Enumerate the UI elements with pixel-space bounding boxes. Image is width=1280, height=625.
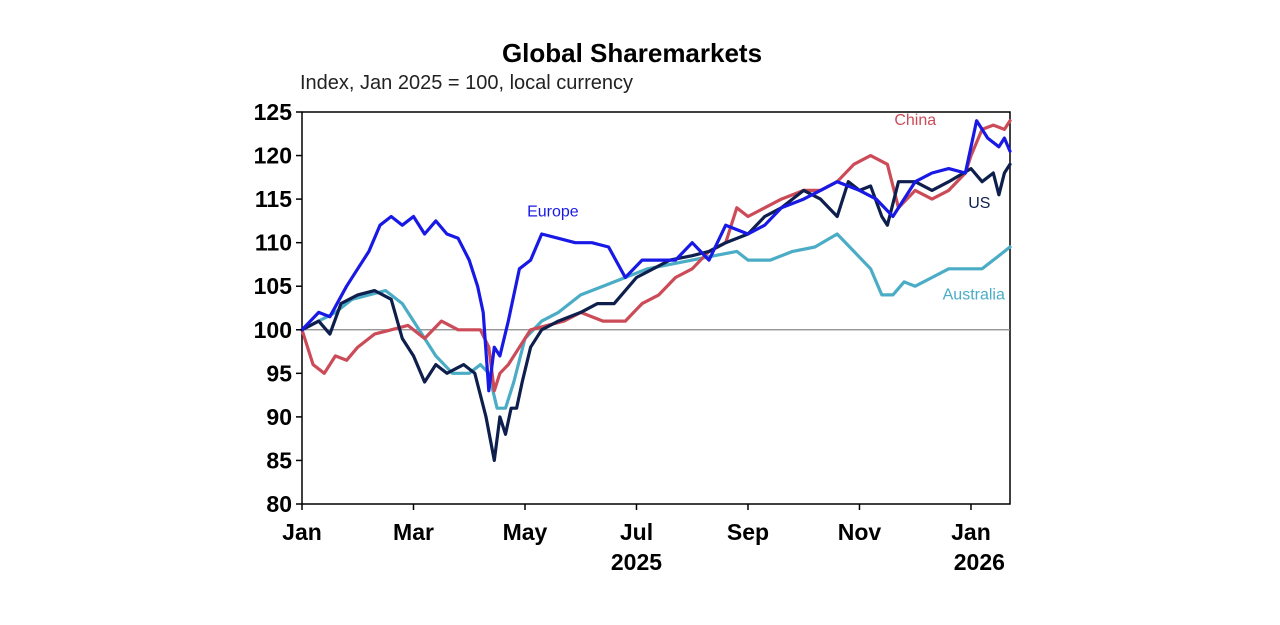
series-label-us: US xyxy=(968,195,990,212)
y-tick-label: 120 xyxy=(254,143,292,169)
year-label: 2026 xyxy=(954,549,1005,575)
x-tick-label: Sep xyxy=(727,519,769,545)
y-tick-label: 90 xyxy=(266,404,292,430)
y-tick-label: 105 xyxy=(254,273,293,299)
x-axis: Jan Mar May Jul Sep Nov Jan 2025 2026 xyxy=(282,504,1005,575)
x-tick-label: May xyxy=(503,519,548,545)
y-axis: 125 120 115 110 105 100 95 90 85 80 xyxy=(254,99,302,517)
x-tick-label: Nov xyxy=(838,519,882,545)
series-line-us xyxy=(300,162,1012,462)
y-tick-label: 95 xyxy=(266,360,292,386)
series-line-china xyxy=(300,119,1012,393)
x-tick-label: Jan xyxy=(282,519,322,545)
series-layer xyxy=(300,119,1012,462)
series-line-europe xyxy=(300,119,1012,393)
plot-area-frame xyxy=(301,111,1011,505)
series-line-australia xyxy=(300,232,1012,410)
y-tick-label: 85 xyxy=(266,447,292,473)
series-label-europe: Europe xyxy=(527,204,579,221)
x-tick-label: Mar xyxy=(393,519,434,545)
y-tick-label: 100 xyxy=(254,317,292,343)
x-tick-label: Jan xyxy=(951,519,991,545)
series-labels: Europe China US Australia xyxy=(527,112,1005,303)
y-tick-label: 110 xyxy=(255,230,292,256)
x-tick-label: Jul xyxy=(620,519,653,545)
y-tick-label: 115 xyxy=(255,186,292,212)
series-label-china: China xyxy=(894,112,936,129)
y-tick-label: 125 xyxy=(254,99,293,125)
y-tick-label: 80 xyxy=(266,491,292,517)
year-label: 2025 xyxy=(611,549,662,575)
chart-title: Global Sharemarkets xyxy=(502,38,762,68)
chart-subtitle: Index, Jan 2025 = 100, local currency xyxy=(300,72,633,94)
series-label-australia: Australia xyxy=(943,286,1005,303)
